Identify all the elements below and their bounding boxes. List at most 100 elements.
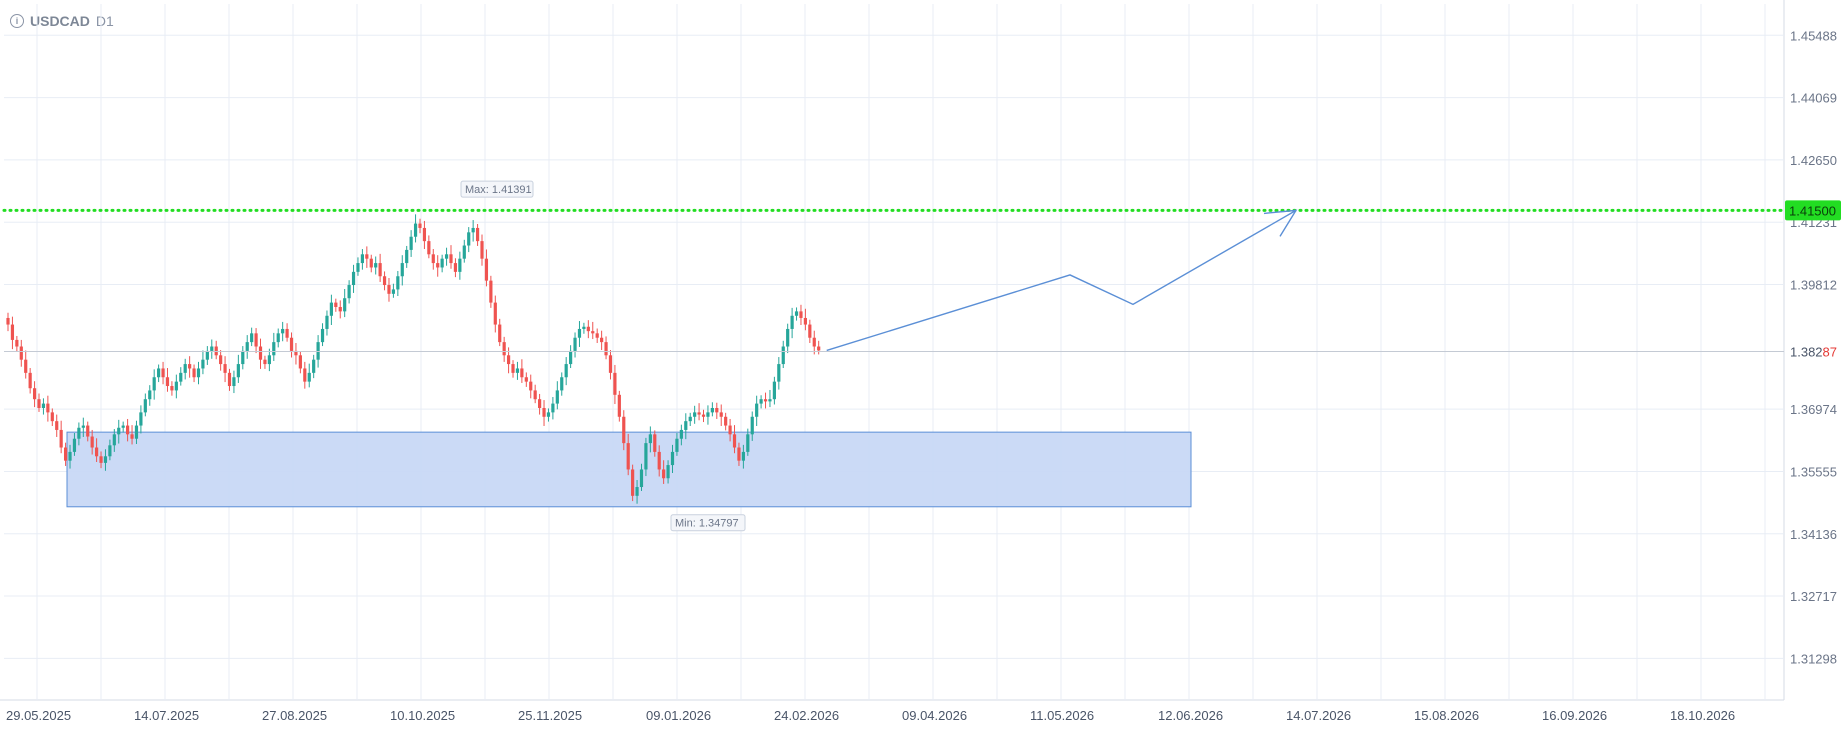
- candle-body: [520, 368, 524, 378]
- candle-body: [427, 241, 431, 255]
- candle-body: [130, 434, 134, 439]
- candle-body: [573, 337, 577, 351]
- candle-body: [458, 258, 462, 272]
- info-icon[interactable]: i: [10, 14, 24, 28]
- candle-body: [790, 315, 794, 329]
- candle-body: [538, 399, 542, 408]
- candle-body: [55, 421, 59, 430]
- candle-body: [529, 381, 533, 391]
- min-label-box: [670, 514, 746, 532]
- candle-body: [19, 346, 23, 360]
- candle-body: [108, 445, 112, 457]
- candle-body: [675, 438, 679, 452]
- candle-body: [635, 487, 639, 496]
- candle-body: [799, 311, 803, 318]
- candle-body: [648, 434, 652, 444]
- candle-body: [502, 342, 506, 356]
- candle-body: [467, 232, 471, 246]
- candle-body: [236, 364, 240, 378]
- candle-body: [143, 399, 147, 413]
- candle-body: [369, 258, 373, 268]
- candle-body: [653, 434, 657, 452]
- candle-body: [112, 434, 116, 446]
- candle-body: [86, 425, 90, 437]
- candle-body: [99, 456, 103, 463]
- candle-body: [210, 346, 214, 351]
- candle-body: [59, 429, 63, 448]
- symbol-label: USDCAD: [30, 13, 90, 29]
- candle-body: [737, 447, 741, 461]
- candle-body: [303, 368, 307, 382]
- candle-body: [148, 390, 152, 400]
- forecast-path[interactable]: [826, 209, 1297, 352]
- candle-body: [622, 416, 626, 444]
- candle-body: [329, 302, 333, 316]
- candle-body: [728, 425, 732, 435]
- candle-body: [161, 368, 165, 378]
- candle-body: [613, 372, 617, 395]
- candle-body: [72, 438, 77, 452]
- candle-body: [449, 254, 453, 264]
- candle-body: [484, 258, 489, 281]
- candle-body: [475, 227, 480, 242]
- candle-body: [387, 285, 391, 294]
- candle-body: [232, 377, 236, 387]
- candle-body: [608, 355, 613, 373]
- candle-body: [81, 425, 85, 428]
- candle-body: [542, 407, 546, 417]
- candle-body: [179, 372, 183, 382]
- candle-body: [334, 302, 338, 307]
- candle-body: [50, 412, 54, 422]
- resistance-level-badge: [1785, 200, 1841, 221]
- candle-body: [241, 350, 245, 365]
- candle-body: [276, 333, 280, 343]
- candle-body: [214, 346, 218, 356]
- candle-body: [227, 372, 232, 387]
- max-label: Max: 1.41391: [465, 184, 532, 196]
- candle-body: [289, 337, 294, 351]
- candle-body: [706, 412, 710, 417]
- candle-body: [595, 333, 599, 338]
- candle-body: [396, 276, 400, 290]
- x-tick-label: 29.05.2025: [6, 708, 71, 723]
- candle-body: [174, 381, 178, 391]
- candle-body: [134, 425, 139, 439]
- max-label-box: [460, 180, 534, 198]
- candle-body: [258, 346, 263, 360]
- x-tick-label: 18.10.2026: [1670, 708, 1735, 723]
- current-price-label: 1.38287: [1790, 344, 1837, 359]
- x-tick-label: 14.07.2026: [1286, 708, 1351, 723]
- candle-body: [471, 227, 475, 233]
- candle-body: [196, 368, 201, 378]
- candle-body: [157, 368, 161, 378]
- candle-body: [670, 451, 675, 466]
- candle-body: [604, 342, 608, 356]
- candle-body: [374, 263, 378, 268]
- candle-body: [298, 355, 302, 369]
- x-tick-label: 25.11.2025: [518, 708, 582, 723]
- candle-body: [170, 386, 174, 391]
- candle-body: [506, 355, 511, 365]
- candle-body: [808, 324, 812, 338]
- candle-body: [121, 425, 125, 428]
- candle-body: [480, 241, 484, 259]
- candle-body: [245, 342, 249, 351]
- candle-body: [418, 223, 422, 228]
- candle-body: [24, 359, 28, 373]
- candle-body: [409, 236, 413, 250]
- candle-body: [817, 346, 821, 351]
- chart-header: i USDCAD D1: [10, 13, 114, 29]
- candle-body: [684, 421, 688, 430]
- x-tick-label: 27.08.2025: [262, 708, 327, 723]
- timeframe-label: D1: [95, 13, 114, 29]
- candle-body: [564, 364, 568, 378]
- x-tick-label: 24.02.2026: [774, 708, 839, 723]
- y-tick-label: 1.34136: [1790, 527, 1837, 542]
- candle-body: [746, 434, 750, 452]
- candle-body: [312, 359, 316, 373]
- candle-body: [546, 412, 551, 417]
- candle-body: [777, 364, 781, 382]
- candle-body: [560, 377, 564, 391]
- candle-body: [812, 337, 816, 347]
